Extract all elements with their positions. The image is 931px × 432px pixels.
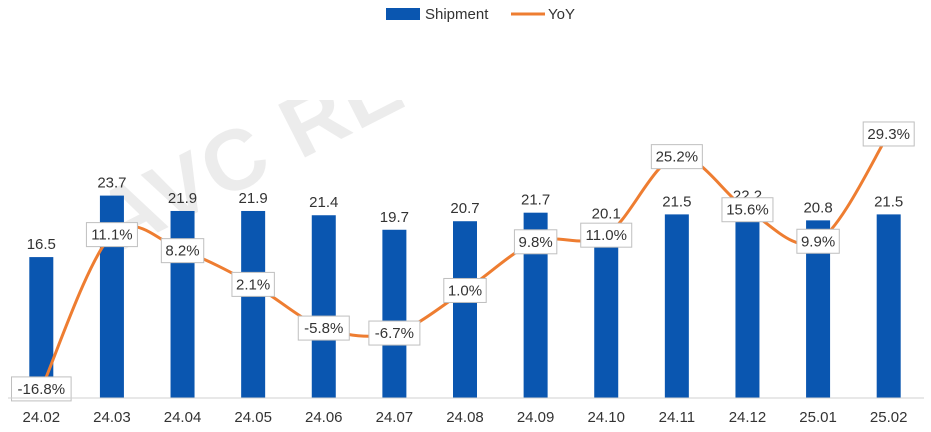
svg-text:1.0%: 1.0% xyxy=(448,282,482,299)
svg-text:15.6%: 15.6% xyxy=(726,202,769,219)
yoy-label-24.10: 11.0% xyxy=(580,222,633,248)
yoy-label-24.08: 1.0% xyxy=(443,277,487,303)
legend-swatch-shipment xyxy=(386,8,420,20)
svg-text:9.8%: 9.8% xyxy=(519,234,553,251)
x-tick-24.09: 24.09 xyxy=(517,409,555,426)
bar-24.06 xyxy=(311,215,336,398)
yoy-label-24.02: -16.8% xyxy=(11,376,72,402)
bar-label-24.06: 21.4 xyxy=(309,194,338,211)
x-tick-24.12: 24.12 xyxy=(729,409,767,426)
bar-24.07 xyxy=(382,229,407,398)
yoy-label-24.12: 15.6% xyxy=(721,197,774,223)
bar-label-24.02: 16.5 xyxy=(27,236,56,253)
svg-text:11.1%: 11.1% xyxy=(91,227,132,244)
svg-text:2.1%: 2.1% xyxy=(236,276,270,293)
svg-text:-6.7%: -6.7% xyxy=(375,325,414,342)
x-tick-24.11: 24.11 xyxy=(659,409,695,426)
bar-24.11 xyxy=(664,214,689,398)
bar-label-24.09: 21.7 xyxy=(521,192,550,209)
x-tick-24.07: 24.07 xyxy=(376,409,414,426)
svg-text:25.2%: 25.2% xyxy=(656,149,699,166)
bar-24.12 xyxy=(735,208,760,398)
yoy-label-24.04: 8.2% xyxy=(160,238,205,264)
svg-text:-5.8%: -5.8% xyxy=(304,320,343,337)
yoy-label-24.05: 2.1% xyxy=(231,271,275,297)
bar-25.02 xyxy=(876,214,901,398)
bar-label-25.02: 21.5 xyxy=(874,193,903,210)
bar-label-24.04: 21.9 xyxy=(168,190,197,207)
bar-label-24.10: 20.1 xyxy=(592,205,621,222)
bar-24.02 xyxy=(29,257,54,398)
bar-24.05 xyxy=(241,210,266,398)
x-tick-25.02: 25.02 xyxy=(870,409,908,426)
line-data-labels: -16.8% 11.1% 8.2% 2.1% -5.8% -6.7% 1.0% 9.8% 11.… xyxy=(11,121,915,402)
bar-label-24.08: 20.7 xyxy=(450,200,479,217)
bar-label-25.01: 20.8 xyxy=(803,199,832,216)
bar-label-24.05: 21.9 xyxy=(239,190,268,207)
bar-label-24.07: 19.7 xyxy=(380,209,409,226)
legend: Shipment YoY xyxy=(386,6,575,23)
yoy-label-24.06: -5.8% xyxy=(297,315,350,341)
legend-label-yoy: YoY xyxy=(548,6,575,23)
x-tick-24.04: 24.04 xyxy=(164,409,202,426)
svg-text:9.9%: 9.9% xyxy=(801,233,835,250)
svg-text:-16.8%: -16.8% xyxy=(18,381,66,398)
bar-label-24.11: 21.5 xyxy=(662,193,691,210)
svg-text:11.0%: 11.0% xyxy=(586,227,627,244)
svg-text:29.3%: 29.3% xyxy=(867,126,910,143)
yoy-label-25.01: 9.9% xyxy=(796,228,840,254)
svg-text:8.2%: 8.2% xyxy=(165,243,199,260)
yoy-label-25.02: 29.3% xyxy=(862,121,915,147)
x-tick-24.05: 24.05 xyxy=(234,409,272,426)
x-tick-24.06: 24.06 xyxy=(305,409,343,426)
bar-24.08 xyxy=(453,221,477,398)
x-axis-tick-labels: 24.02 24.03 24.04 24.05 24.06 24.07 24.08 24.09… xyxy=(23,409,908,426)
yoy-label-24.07: -6.7% xyxy=(368,320,421,346)
legend-label-shipment: Shipment xyxy=(425,6,489,23)
yoy-label-24.03: 11.1% xyxy=(85,222,138,248)
bar-24.10 xyxy=(594,226,619,398)
x-tick-24.03: 24.03 xyxy=(93,409,131,426)
x-tick-24.02: 24.02 xyxy=(23,409,61,426)
yoy-label-24.09: 9.8% xyxy=(513,229,558,255)
x-tick-24.10: 24.10 xyxy=(587,409,625,426)
bar-label-24.03: 23.7 xyxy=(97,175,126,192)
bar-data-labels: 16.5 23.7 21.9 21.9 21.4 19.7 20.7 21.7 20.1 21.5… xyxy=(27,175,904,253)
x-tick-24.08: 24.08 xyxy=(446,409,484,426)
x-tick-25.01: 25.01 xyxy=(799,409,837,426)
yoy-label-24.11: 25.2% xyxy=(650,144,703,170)
